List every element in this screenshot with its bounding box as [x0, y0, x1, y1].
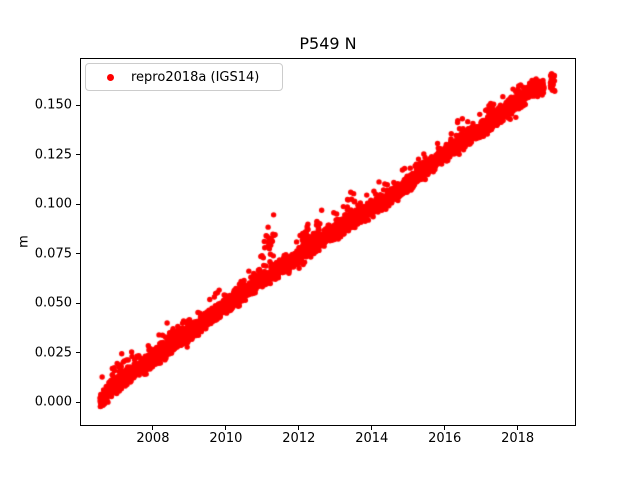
x-tick-label: 2008: [136, 431, 170, 446]
x-tick-mark: [225, 426, 227, 430]
legend-label: repro2018a (IGS14): [131, 69, 260, 85]
x-tick-mark: [298, 426, 300, 430]
y-tick-label: 0.050: [34, 295, 72, 311]
legend-marker-dot: [107, 73, 114, 81]
y-tick-mark: [76, 253, 80, 255]
y-tick-label: 0.075: [34, 246, 72, 262]
y-tick-mark: [76, 352, 80, 354]
x-tick-mark: [152, 426, 154, 430]
y-tick-label: 0.000: [34, 394, 72, 410]
x-tick-label: 2010: [209, 431, 243, 446]
x-tick-mark: [444, 426, 446, 430]
y-tick-mark: [76, 401, 80, 403]
x-tick-mark: [517, 426, 519, 430]
x-tick-label: 2014: [355, 431, 389, 446]
y-tick-label: 0.100: [34, 196, 72, 212]
y-tick-label: 0.025: [34, 345, 72, 361]
legend: repro2018a (IGS14): [85, 63, 283, 91]
x-tick-label: 2012: [282, 431, 316, 446]
x-tick-label: 2018: [501, 431, 535, 446]
y-tick-mark: [76, 104, 80, 106]
x-tick-label: 2016: [428, 431, 462, 446]
y-tick-mark: [76, 154, 80, 156]
x-tick-mark: [371, 426, 373, 430]
y-tick-label: 0.125: [34, 147, 72, 163]
y-tick-label: 0.150: [34, 97, 72, 113]
y-tick-mark: [76, 302, 80, 304]
y-tick-mark: [76, 203, 80, 205]
plot-area-frame: [80, 58, 576, 426]
